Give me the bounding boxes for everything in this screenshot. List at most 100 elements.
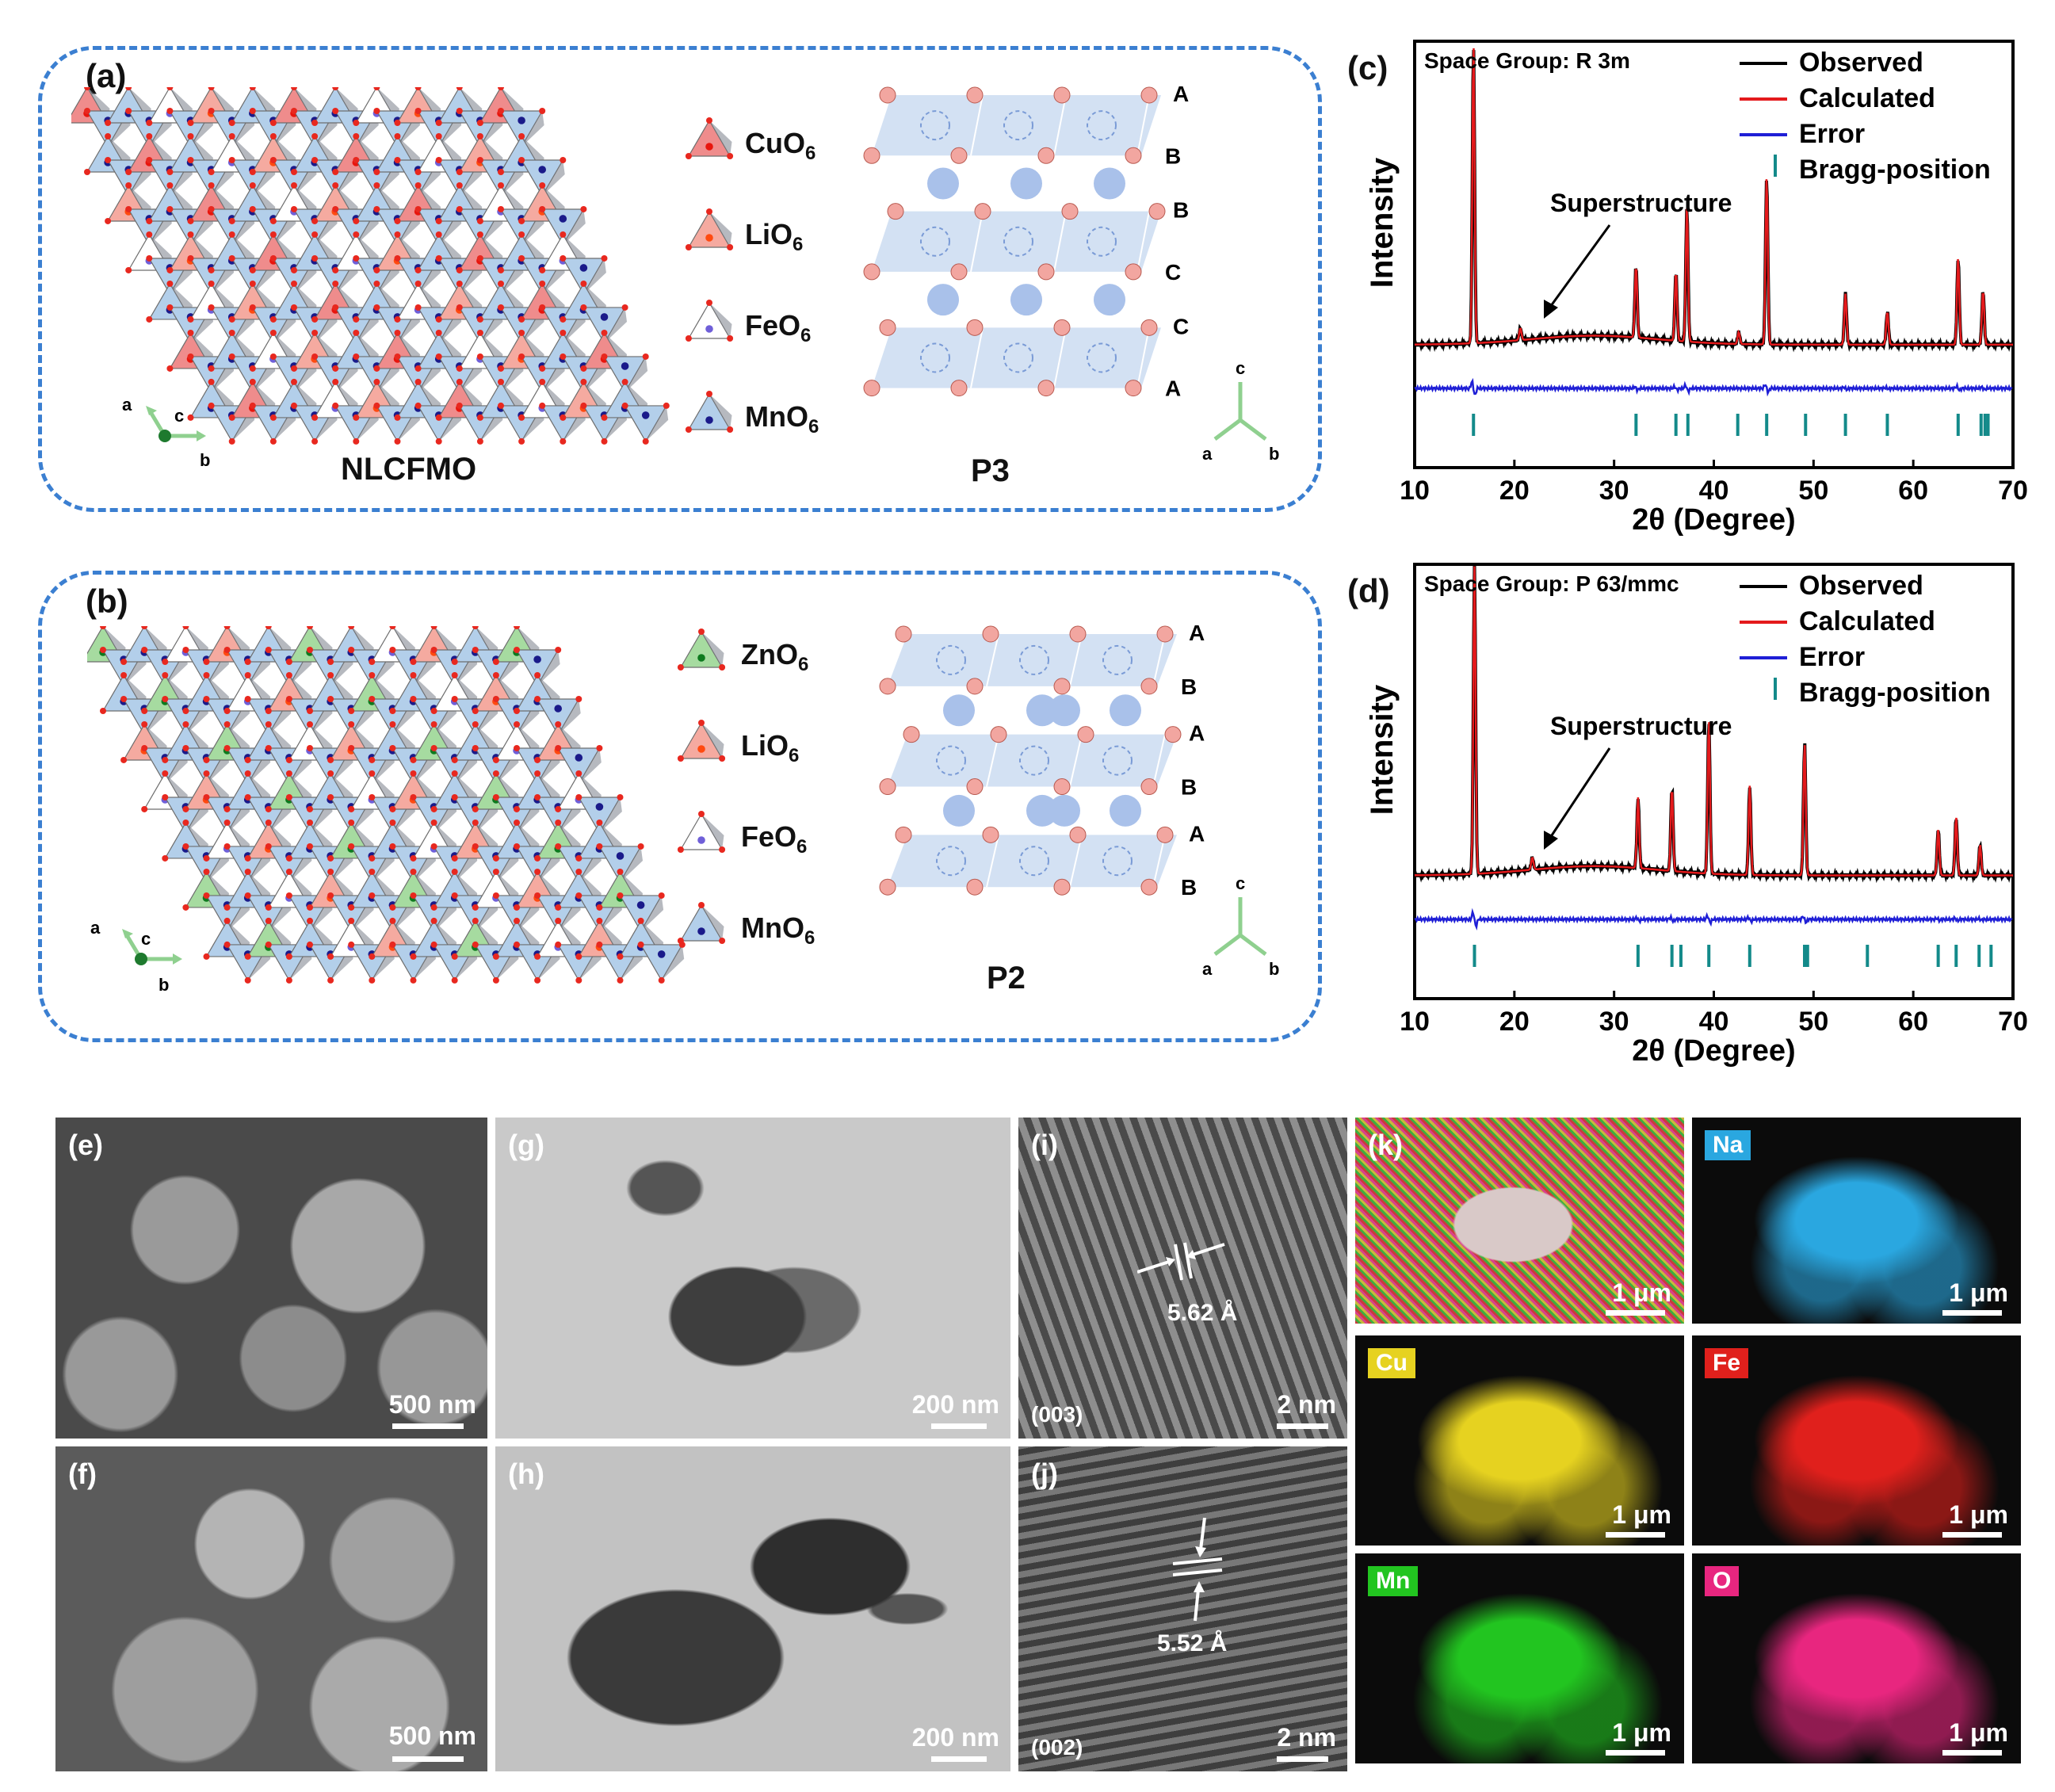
x-tick-label: 20: [1499, 1007, 1530, 1037]
legend-feo6: FeO6: [741, 820, 808, 858]
axis-a-label: a: [1202, 959, 1213, 979]
oxygen-atom: [1053, 86, 1071, 104]
cation-site: [1102, 644, 1133, 675]
cation-site: [1087, 226, 1117, 257]
oxygen-atom: [1140, 86, 1158, 104]
mo2-slab: [888, 734, 1177, 787]
layer-label: B: [1181, 674, 1197, 699]
oxygen-atom: [1164, 726, 1182, 743]
cation-site: [936, 644, 966, 675]
panel-c-label: (c): [1347, 49, 1388, 86]
na-ion: [1110, 694, 1141, 727]
na-ion: [927, 167, 959, 200]
oxygen-atom: [1125, 380, 1142, 397]
scale-text: 1 μm: [1949, 1718, 2008, 1747]
legend-lio6: LiO6: [741, 729, 800, 767]
na-ion: [1049, 694, 1080, 727]
eds-map-mn: Mn 1 μm: [1355, 1553, 1684, 1763]
layer-label: A: [1189, 821, 1205, 846]
scale-bar: [931, 1756, 987, 1762]
oxygen-atom: [895, 826, 912, 843]
lio6-octahedron-icon: [677, 720, 726, 762]
legend-label: Observed: [1799, 48, 1923, 78]
oxygen-atom: [990, 726, 1007, 743]
scale-text: 1 μm: [1612, 1278, 1671, 1307]
octahedron: [555, 744, 603, 787]
axis-a-label: a: [122, 395, 132, 415]
panel-a-axes: a c b: [122, 395, 210, 470]
cation-site: [1102, 846, 1133, 877]
panel-a-right-axes: c a b: [1202, 358, 1279, 464]
octahedron: [498, 108, 546, 150]
octahedron: [617, 892, 665, 934]
cation-site: [920, 110, 950, 141]
axis-c-label: c: [141, 929, 151, 949]
layer-label: B: [1165, 143, 1181, 168]
x-tick-label: 40: [1699, 1007, 1729, 1037]
legend-lio6: LiO6: [745, 218, 804, 256]
x-axis-label: 2θ (Degree): [1632, 1034, 1795, 1068]
x-tick-label: 20: [1499, 476, 1530, 506]
legend-label: Calculated: [1799, 606, 1935, 636]
x-tick-label: 60: [1898, 476, 1928, 506]
scale-bar: [1277, 1756, 1328, 1762]
calculated-line: [1415, 48, 2013, 346]
na-ion: [927, 284, 959, 316]
oxygen-atom: [950, 380, 968, 397]
panel-a-lattice: [71, 87, 670, 445]
layer-label: A: [1165, 376, 1181, 401]
octahedron: [580, 304, 628, 346]
oxygen-atom: [879, 678, 896, 695]
scale-text: 2 nm: [1277, 1390, 1336, 1419]
annotation-arrow: [1547, 224, 1611, 310]
panel-a-stack-name: P3: [971, 453, 1010, 488]
layer-label: B: [1181, 775, 1197, 800]
feo6-octahedron-icon: [685, 300, 734, 342]
d-spacing-label: 5.52 Å: [1157, 1630, 1228, 1656]
x-axis-label: 2θ (Degree): [1632, 503, 1795, 537]
oxygen-atom: [1037, 263, 1055, 281]
panel-i-label: (i): [1031, 1129, 1058, 1161]
scale-text: 1 μm: [1949, 1500, 2008, 1529]
lio6-octahedron-icon: [685, 208, 734, 250]
mno6-octahedron-icon: [677, 902, 726, 944]
hrtem-image-i: (i) 5.62 Å (003) 2 nm: [1018, 1118, 1347, 1439]
oxygen-atom: [1140, 678, 1158, 695]
oxygen-atom: [1037, 380, 1055, 397]
x-tick-label: 40: [1699, 476, 1729, 506]
panel-b-right-axes: c a b: [1202, 873, 1279, 979]
legend-mno6: MnO6: [741, 911, 816, 949]
oxygen-atom: [1069, 625, 1087, 643]
oxygen-atom: [966, 86, 984, 104]
xrd-chart-d: 10 20 30 40 50 60 70 2θ (Degree) Intensity Space …: [1365, 563, 2028, 1068]
oxygen-atom: [966, 678, 984, 695]
axis-c-label: c: [1236, 358, 1245, 378]
oxygen-atom: [1148, 203, 1166, 220]
oxygen-atom: [966, 319, 984, 336]
panel-d-label: (d): [1347, 572, 1390, 609]
scale-text: 1 μm: [1949, 1278, 2008, 1307]
sem-image-e: (e) 500 nm: [55, 1118, 487, 1439]
annotation-text: Superstructure: [1550, 189, 1732, 217]
x-tick-label: 10: [1400, 1007, 1430, 1037]
legend-label: Error: [1799, 119, 1865, 149]
x-tick-label: 30: [1599, 1007, 1629, 1037]
legend-zno6: ZnO6: [741, 638, 809, 676]
oxygen-atom: [982, 826, 999, 843]
axis-b-label: b: [159, 975, 169, 995]
element-tag: Fe: [1705, 1348, 1749, 1378]
axis-a-label: a: [1202, 444, 1213, 464]
cation-site: [920, 226, 950, 257]
oxygen-atom: [879, 319, 896, 336]
panel-b-stack-name: P2: [987, 961, 1026, 995]
chart-title: Space Group: R 3m: [1424, 48, 1630, 73]
panel-a-structure-name: NLCFMO: [341, 452, 477, 487]
oxygen-atom: [1053, 778, 1071, 796]
x-tick-label: 70: [1998, 1007, 2028, 1037]
panel-b-frame: [38, 571, 1322, 1042]
oxygen-atom: [1069, 826, 1087, 843]
mno6-octahedron-icon: [685, 391, 734, 433]
element-tag: Na: [1705, 1130, 1751, 1160]
oxygen-atom: [1156, 625, 1174, 643]
panel-e-label: (e): [68, 1129, 103, 1161]
